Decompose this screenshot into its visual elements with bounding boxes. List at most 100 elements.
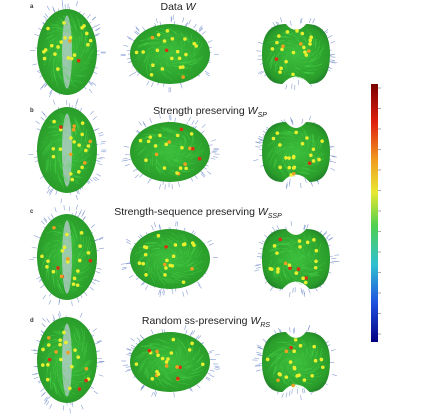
fiber — [135, 174, 139, 177]
fiber — [93, 329, 97, 332]
node — [88, 140, 92, 144]
fiber — [289, 391, 290, 396]
fiber — [140, 174, 143, 178]
node — [291, 73, 295, 77]
node — [52, 270, 56, 274]
node — [41, 348, 45, 352]
node — [303, 378, 307, 382]
node — [287, 156, 291, 160]
node — [308, 42, 312, 46]
node — [286, 30, 290, 34]
node — [66, 257, 70, 261]
title-sub: SP — [258, 112, 268, 119]
fiber — [95, 29, 99, 31]
node — [77, 59, 81, 63]
node — [175, 365, 179, 369]
fiber — [150, 118, 152, 123]
node — [191, 147, 195, 151]
fiber — [210, 158, 215, 159]
node — [76, 269, 80, 273]
fiber — [273, 22, 276, 26]
node — [151, 63, 155, 67]
node — [293, 366, 297, 370]
fiber — [183, 292, 184, 297]
fiber — [50, 404, 52, 408]
fiber — [256, 370, 261, 371]
node — [287, 166, 291, 170]
node — [301, 277, 305, 281]
node — [278, 238, 282, 242]
fiber — [309, 18, 311, 23]
node — [45, 265, 49, 269]
node — [272, 137, 276, 141]
node — [292, 156, 296, 160]
node — [312, 148, 316, 152]
node — [305, 136, 309, 140]
fiber — [151, 82, 153, 87]
fiber — [302, 388, 303, 393]
fiber — [304, 388, 305, 393]
fiber — [49, 93, 51, 97]
fiber — [122, 267, 127, 268]
node — [174, 243, 178, 247]
node — [56, 67, 60, 71]
title-sub: SSP — [268, 213, 282, 220]
fiber — [300, 19, 301, 24]
fiber — [210, 370, 215, 371]
node — [76, 355, 80, 359]
node — [280, 48, 284, 52]
node — [77, 170, 81, 174]
panel: dRandom ss-preserving WRS — [30, 311, 337, 413]
fiber — [286, 84, 287, 89]
fiber — [122, 268, 127, 269]
fiber — [148, 179, 150, 183]
fiber — [302, 290, 303, 295]
node — [320, 139, 324, 143]
node — [284, 156, 288, 160]
node — [277, 34, 281, 38]
fiber — [154, 222, 156, 227]
node — [198, 157, 202, 161]
node — [275, 57, 279, 61]
node — [171, 37, 175, 41]
fiber — [256, 264, 261, 265]
fiber — [126, 367, 131, 368]
fiber — [91, 224, 95, 227]
fiber — [256, 267, 261, 268]
node — [194, 44, 198, 48]
fiber — [182, 18, 183, 23]
node — [68, 39, 72, 43]
node — [161, 67, 165, 71]
node — [147, 140, 151, 144]
node — [164, 245, 168, 249]
fiber — [207, 240, 211, 243]
fiber — [308, 325, 310, 330]
fiber — [289, 292, 290, 297]
brain-shape — [130, 229, 210, 289]
panel-title: Strength preserving WSP — [153, 105, 267, 119]
fiber — [94, 391, 98, 394]
node — [154, 144, 158, 148]
fiber — [272, 227, 275, 231]
fiber — [215, 367, 220, 368]
fiber — [77, 98, 78, 103]
node — [188, 348, 192, 352]
panel-title: Data W — [160, 1, 196, 13]
fiber — [41, 393, 44, 397]
node — [47, 336, 51, 340]
fiber — [330, 60, 335, 61]
node — [299, 42, 303, 46]
title-text: Strength preserving — [153, 105, 248, 117]
node — [183, 37, 187, 41]
node — [155, 350, 159, 354]
node — [312, 238, 316, 242]
fiber — [332, 374, 337, 376]
fiber — [300, 183, 301, 188]
fiber — [160, 292, 161, 297]
fiber — [95, 128, 99, 130]
fiber — [63, 405, 64, 410]
fiber — [305, 178, 306, 183]
fiber — [313, 19, 315, 24]
fiber — [76, 195, 77, 200]
fiber — [46, 401, 49, 405]
